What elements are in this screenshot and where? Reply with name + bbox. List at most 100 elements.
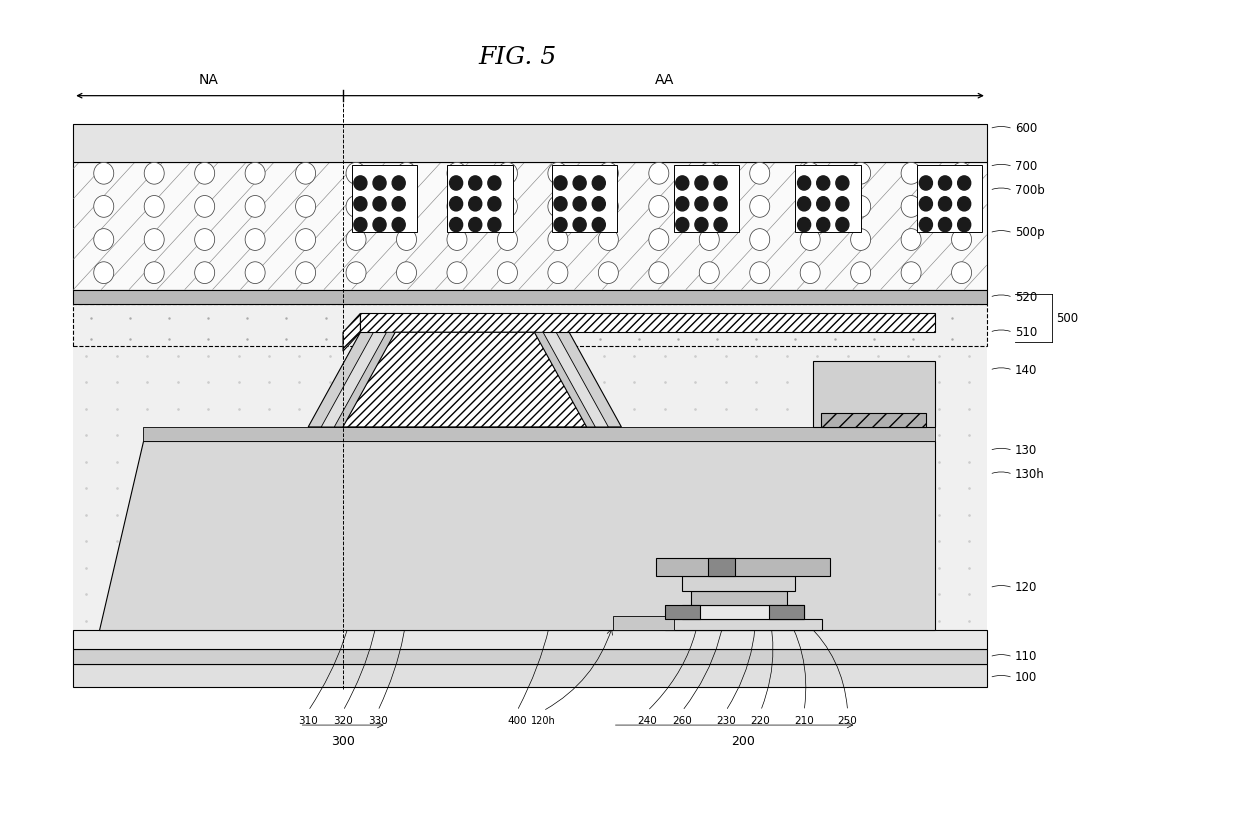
Circle shape: [939, 176, 951, 190]
Bar: [73, 649, 987, 663]
Bar: [552, 165, 618, 232]
Circle shape: [346, 162, 366, 184]
Text: 230: 230: [715, 715, 735, 726]
Text: 320: 320: [334, 715, 353, 726]
Circle shape: [469, 217, 482, 232]
Circle shape: [346, 262, 366, 284]
Circle shape: [548, 162, 568, 184]
Circle shape: [446, 196, 467, 217]
Circle shape: [94, 262, 114, 284]
Circle shape: [246, 162, 265, 184]
Text: 520: 520: [1014, 291, 1037, 304]
Circle shape: [817, 217, 830, 232]
Text: 330: 330: [368, 715, 388, 726]
Circle shape: [901, 262, 921, 284]
Circle shape: [699, 229, 719, 250]
Circle shape: [469, 197, 482, 211]
Text: NA: NA: [198, 73, 218, 87]
Text: 110: 110: [1014, 650, 1037, 663]
Circle shape: [676, 217, 689, 232]
Circle shape: [836, 176, 849, 190]
Circle shape: [951, 196, 972, 217]
Circle shape: [497, 162, 517, 184]
Bar: [682, 605, 804, 619]
Circle shape: [487, 176, 501, 190]
Circle shape: [397, 162, 417, 184]
Circle shape: [94, 229, 114, 250]
Circle shape: [195, 196, 215, 217]
Text: 130: 130: [1014, 444, 1037, 457]
Circle shape: [694, 217, 708, 232]
Bar: [918, 165, 982, 232]
Text: 300: 300: [331, 734, 355, 747]
Circle shape: [919, 217, 932, 232]
Polygon shape: [343, 314, 361, 351]
Circle shape: [195, 262, 215, 284]
Circle shape: [353, 197, 367, 211]
Circle shape: [497, 229, 517, 250]
Bar: [73, 663, 987, 687]
Text: 260: 260: [672, 715, 692, 726]
Text: 700: 700: [1014, 160, 1037, 173]
Circle shape: [446, 229, 467, 250]
Circle shape: [800, 196, 820, 217]
Circle shape: [699, 262, 719, 284]
Circle shape: [694, 176, 708, 190]
Bar: [73, 162, 987, 290]
Polygon shape: [309, 332, 621, 427]
Bar: [769, 605, 804, 619]
Circle shape: [295, 262, 316, 284]
Circle shape: [246, 262, 265, 284]
Circle shape: [195, 162, 215, 184]
Circle shape: [554, 176, 567, 190]
Circle shape: [951, 229, 972, 250]
Text: 140: 140: [1014, 364, 1037, 377]
Bar: [673, 165, 739, 232]
Text: 500: 500: [1056, 312, 1079, 324]
Text: AA: AA: [655, 73, 675, 87]
Circle shape: [573, 197, 587, 211]
Circle shape: [353, 217, 367, 232]
Circle shape: [714, 197, 727, 211]
Circle shape: [919, 197, 932, 211]
Circle shape: [676, 197, 689, 211]
Bar: [73, 290, 987, 304]
Circle shape: [397, 196, 417, 217]
Circle shape: [901, 196, 921, 217]
Circle shape: [573, 176, 587, 190]
Text: 130h: 130h: [1014, 467, 1044, 481]
Circle shape: [714, 217, 727, 232]
Circle shape: [246, 196, 265, 217]
Circle shape: [939, 217, 951, 232]
Text: 700b: 700b: [1014, 184, 1044, 197]
Circle shape: [951, 262, 972, 284]
Circle shape: [817, 197, 830, 211]
Bar: [73, 124, 987, 162]
Circle shape: [836, 197, 849, 211]
Circle shape: [392, 197, 405, 211]
Circle shape: [649, 162, 668, 184]
Circle shape: [593, 217, 605, 232]
Circle shape: [450, 176, 463, 190]
Text: 310: 310: [299, 715, 319, 726]
Text: 600: 600: [1014, 123, 1037, 135]
Text: 220: 220: [750, 715, 770, 726]
Circle shape: [797, 176, 811, 190]
Circle shape: [446, 162, 467, 184]
Circle shape: [487, 197, 501, 211]
Text: 500p: 500p: [1014, 226, 1044, 239]
Circle shape: [195, 229, 215, 250]
Circle shape: [548, 196, 568, 217]
Bar: [665, 619, 821, 630]
Bar: [656, 557, 831, 576]
Circle shape: [699, 196, 719, 217]
Bar: [73, 304, 987, 346]
Bar: [448, 165, 512, 232]
Circle shape: [144, 196, 164, 217]
Polygon shape: [361, 314, 935, 332]
Text: 200: 200: [732, 734, 755, 747]
Circle shape: [450, 217, 463, 232]
Circle shape: [901, 162, 921, 184]
Circle shape: [392, 217, 405, 232]
Bar: [795, 165, 861, 232]
